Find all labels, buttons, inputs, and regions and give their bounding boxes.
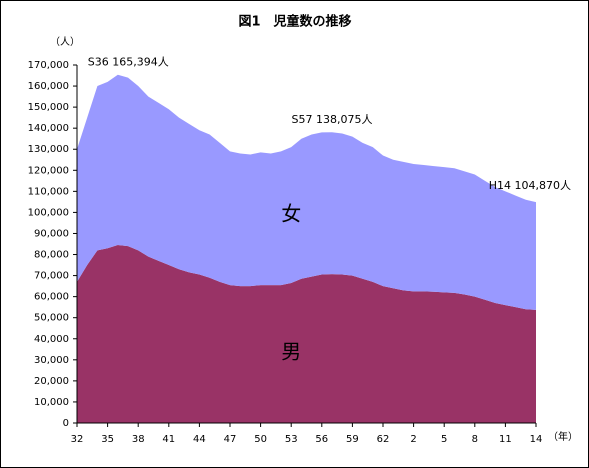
x-tick-label: 38 — [132, 434, 145, 445]
annotation: H14 104,870人 — [489, 179, 571, 192]
x-tick-label: 35 — [101, 434, 114, 445]
series-label: 女 — [281, 202, 301, 226]
chart-title: 図1 児童数の推移 — [238, 14, 351, 30]
y-tick-label: 160,000 — [28, 81, 69, 92]
x-tick-label: 47 — [224, 434, 237, 445]
y-tick-label: 90,000 — [34, 228, 69, 239]
area — [77, 74, 536, 310]
y-tick-label: 10,000 — [34, 397, 69, 408]
x-tick-label: 53 — [285, 434, 298, 445]
annotation: S36 165,394人 — [88, 56, 169, 69]
x-tick-label: 2 — [410, 434, 416, 445]
x-tick-label: 44 — [193, 434, 206, 445]
x-tick-label: 8 — [472, 434, 478, 445]
y-tick-label: 120,000 — [28, 165, 69, 176]
x-tick-label: 5 — [441, 434, 447, 445]
y-tick-label: 140,000 — [28, 123, 69, 134]
y-tick-label: 130,000 — [28, 144, 69, 155]
x-tick-label: 14 — [530, 434, 543, 445]
area — [77, 245, 536, 423]
x-tick-label: 50 — [254, 434, 267, 445]
x-tick-label: 62 — [377, 434, 390, 445]
y-tick-label: 60,000 — [34, 292, 69, 303]
series-label: 男 — [281, 339, 301, 363]
y-tick-label: 40,000 — [34, 334, 69, 345]
y-tick-label: 110,000 — [28, 186, 69, 197]
annotation: S57 138,075人 — [292, 113, 373, 126]
y-unit: （人） — [50, 36, 80, 48]
y-tick-label: 30,000 — [34, 355, 69, 366]
y-tick-label: 50,000 — [34, 313, 69, 324]
y-tick-label: 170,000 — [28, 60, 69, 71]
x-tick-label: 32 — [71, 434, 84, 445]
x-tick-label: 11 — [499, 434, 512, 445]
x-tick-label: 59 — [346, 434, 359, 445]
y-tick-label: 0 — [63, 418, 69, 429]
y-tick-label: 100,000 — [28, 207, 69, 218]
x-tick-label: 56 — [315, 434, 328, 445]
y-tick-label: 80,000 — [34, 250, 69, 261]
x-unit: （年） — [548, 430, 578, 443]
y-tick-label: 150,000 — [28, 102, 69, 113]
x-tick-label: 41 — [162, 434, 175, 445]
y-tick-label: 70,000 — [34, 271, 69, 282]
y-tick-label: 20,000 — [34, 376, 69, 387]
